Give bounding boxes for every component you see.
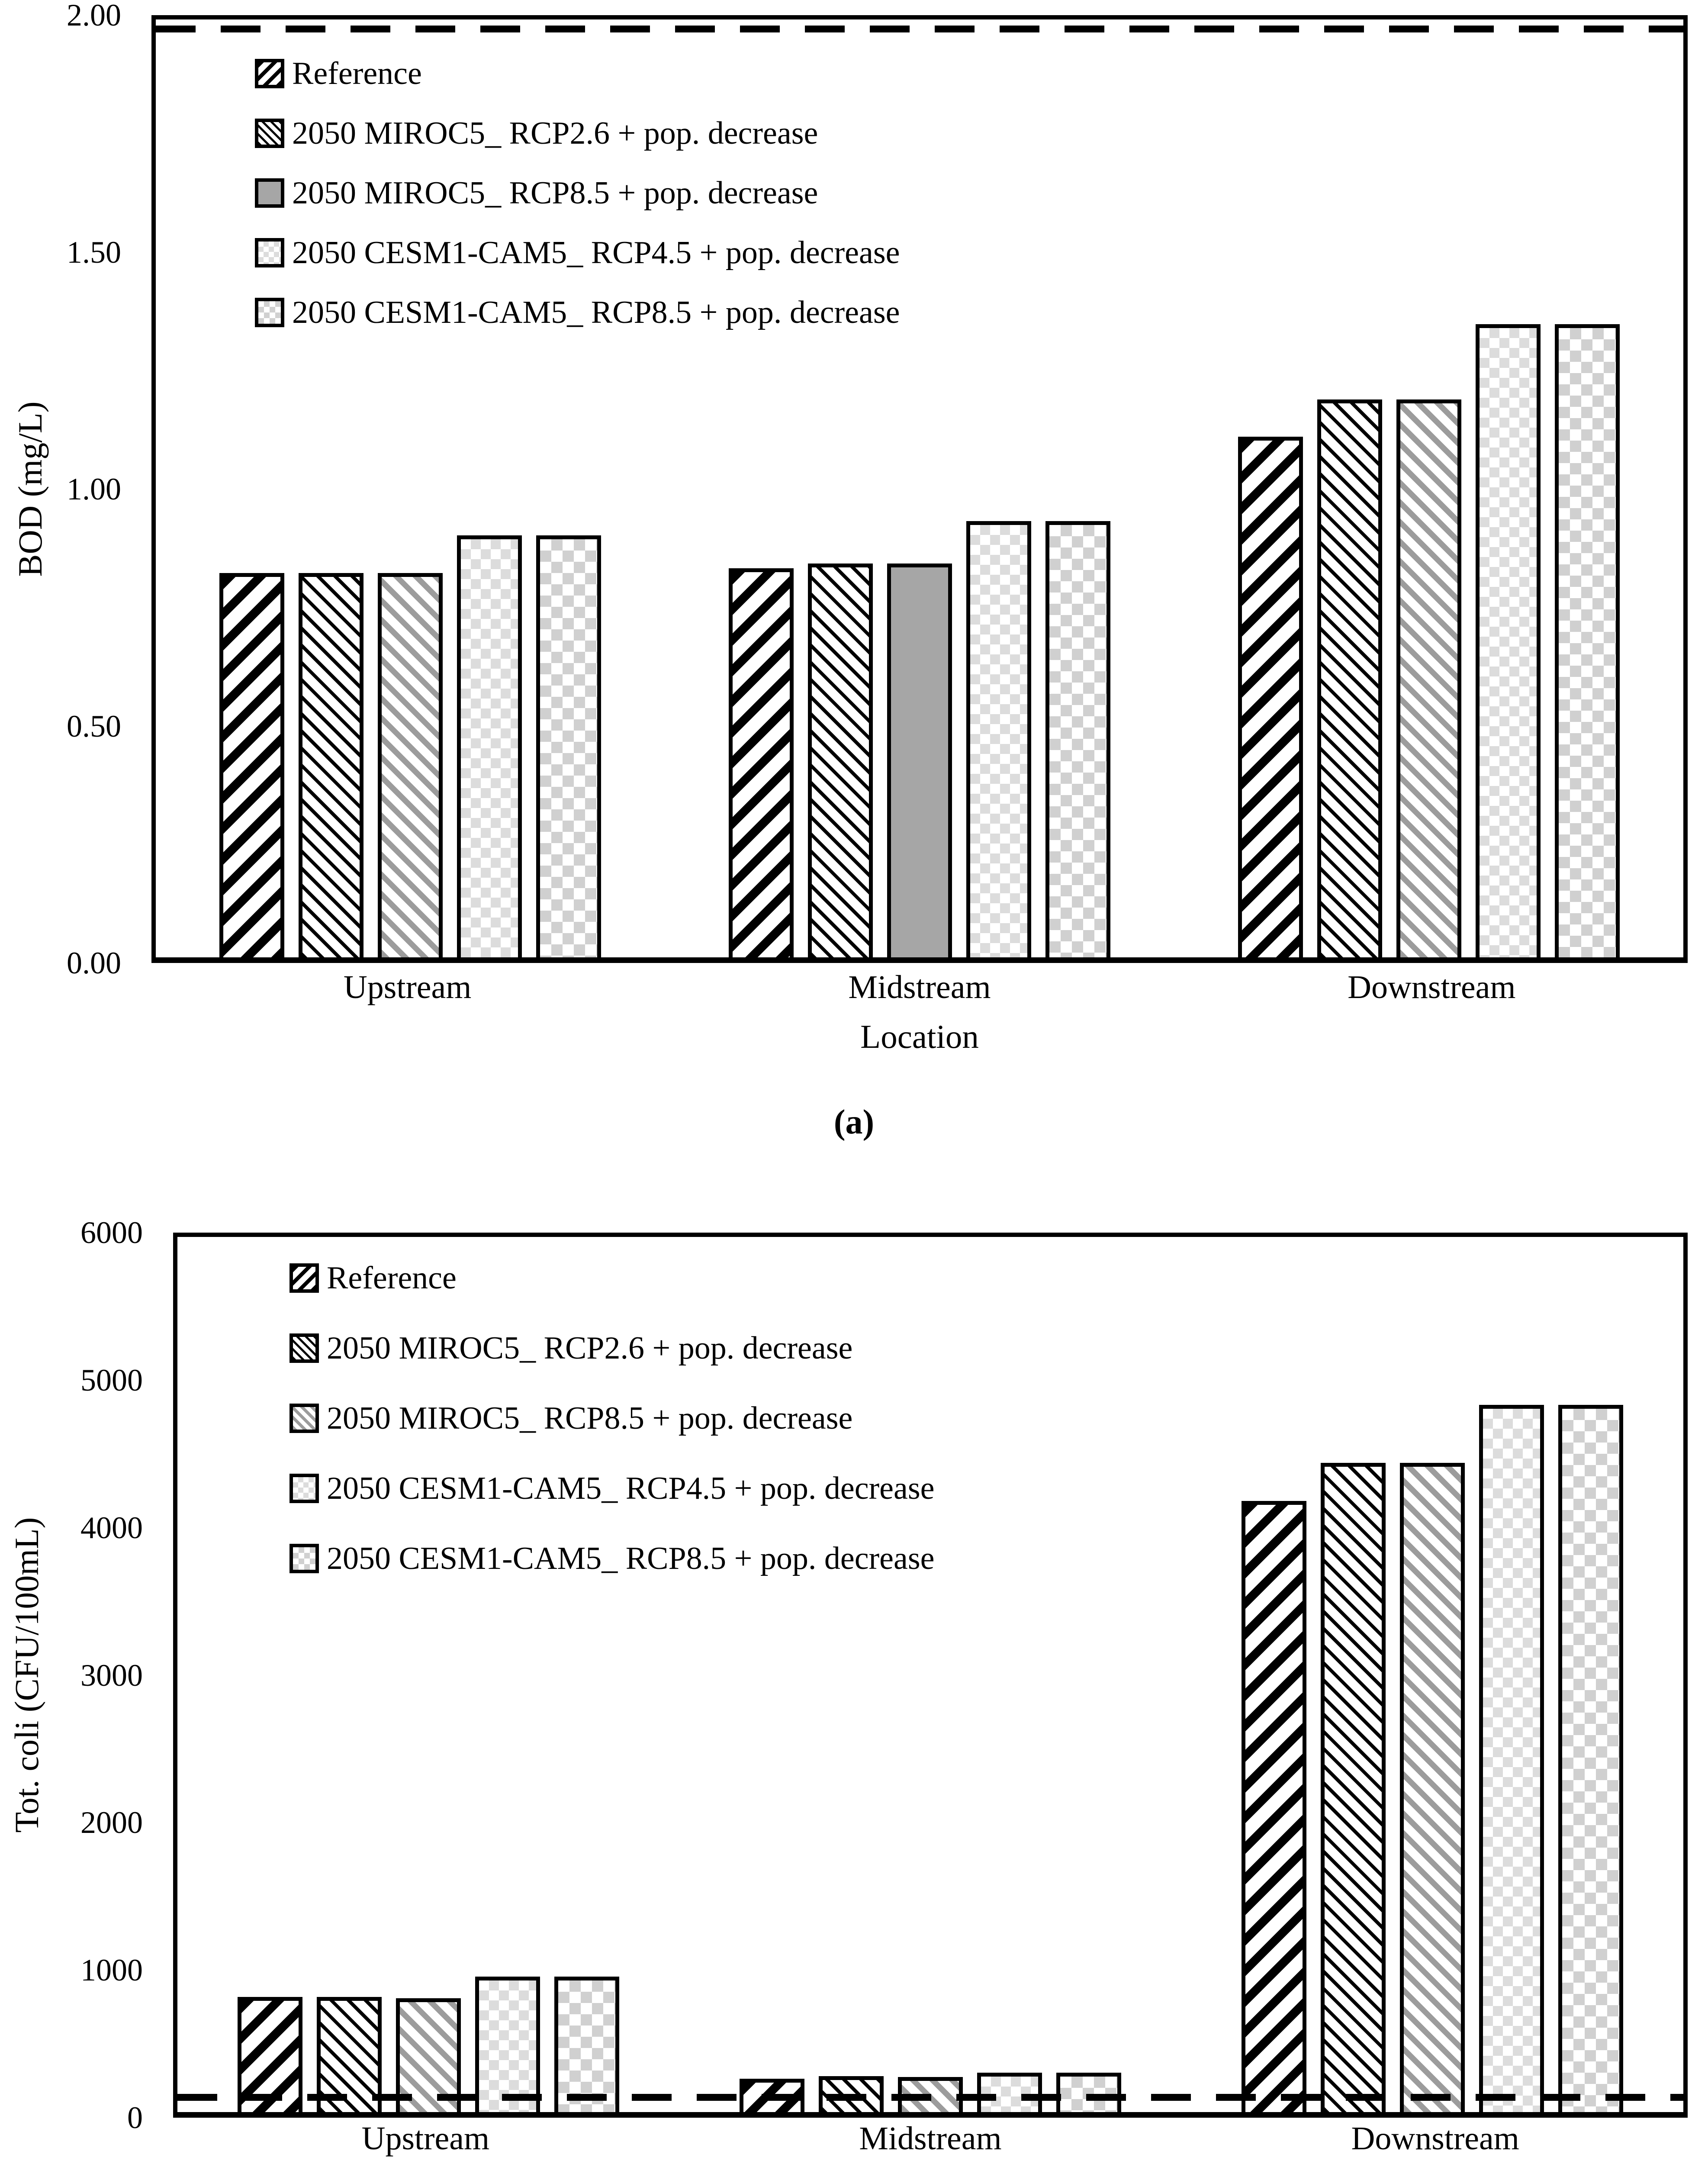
y-tick-label: 6000	[80, 1215, 143, 1250]
legend-swatch	[255, 178, 284, 208]
bar-group-downstream	[1174, 19, 1683, 957]
legend-item: 2050 CESM1-CAM5_ RCP8.5 + pop. decrease	[289, 1523, 935, 1594]
bar-midstream-series-2	[808, 563, 873, 957]
bar-upstream-series-3	[378, 573, 443, 957]
x-category-label: Upstream	[361, 2120, 490, 2157]
bar-groups-totcoli	[177, 1237, 1683, 2112]
subfigure-caption-a: (a)	[833, 1103, 875, 1141]
bar-midstream-series-5	[1056, 2073, 1121, 2112]
bar-midstream-series-5	[1045, 521, 1110, 957]
legend-item: 2050 MIROC5_ RCP8.5 + pop. decrease	[255, 163, 900, 223]
legend-label: Reference	[292, 56, 422, 91]
legend-swatch	[255, 59, 284, 88]
bar-downstream-series-5	[1558, 1404, 1623, 2112]
legend-item: 2050 MIROC5_ RCP2.6 + pop. decrease	[289, 1313, 935, 1383]
bar-downstream-series-4	[1475, 324, 1541, 957]
bar-group-downstream	[1181, 1237, 1683, 2112]
bar-group-upstream	[156, 19, 665, 957]
legend-swatch	[289, 1263, 319, 1293]
bar-groups-bod	[156, 19, 1683, 957]
legend-label: 2050 MIROC5_ RCP2.6 + pop. decrease	[327, 1330, 853, 1366]
legend-item: 2050 CESM1-CAM5_ RCP4.5 + pop. decrease	[289, 1453, 935, 1523]
y-tick-label: 1000	[80, 1953, 143, 1988]
bar-upstream-series-1	[238, 1997, 302, 2112]
bar-midstream-series-4	[966, 521, 1031, 957]
x-axis-title-bod: Location	[860, 1018, 979, 1055]
legend-swatch	[255, 238, 284, 267]
legend-swatch	[255, 119, 284, 148]
bar-upstream-series-4	[457, 535, 522, 957]
y-tick-label: 4000	[80, 1510, 143, 1545]
x-category-label: Upstream	[343, 969, 472, 1005]
y-tick-label: 0.00	[67, 946, 121, 980]
bar-downstream-series-5	[1554, 324, 1620, 957]
legend-item: 2050 MIROC5_ RCP8.5 + pop. decrease	[289, 1383, 935, 1453]
legend-bod: Reference 2050 MIROC5_ RCP2.6 + pop. decr…	[255, 44, 900, 342]
plot-area-bod: Reference 2050 MIROC5_ RCP2.6 + pop. decr…	[151, 15, 1688, 963]
legend-label: 2050 MIROC5_ RCP2.6 + pop. decrease	[292, 116, 818, 151]
legend-label: 2050 MIROC5_ RCP8.5 + pop. decrease	[292, 175, 818, 211]
plot-area-totcoli: Reference 2050 MIROC5_ RCP2.6 + pop. decr…	[173, 1233, 1688, 2118]
bar-midstream-series-3	[887, 563, 952, 957]
bar-downstream-series-2	[1317, 399, 1382, 957]
bar-downstream-series-1	[1238, 437, 1303, 957]
legend-item: Reference	[255, 44, 900, 103]
legend-item: 2050 MIROC5_ RCP2.6 + pop. decrease	[255, 103, 900, 163]
bar-upstream-series-2	[299, 573, 364, 957]
y-axis-ticks-totcoli: 0 1000 2000 3000 4000 5000 6000	[0, 1217, 156, 2133]
x-category-labels-bod: Upstream Midstream Downstream	[151, 969, 1688, 1006]
legend-swatch	[289, 1544, 319, 1573]
bar-upstream-series-2	[317, 1997, 382, 2112]
x-category-label: Downstream	[1348, 969, 1516, 1005]
legend-swatch	[289, 1404, 319, 1433]
y-tick-label: 0.50	[67, 708, 121, 744]
legend-item: 2050 CESM1-CAM5_ RCP8.5 + pop. decrease	[255, 283, 900, 342]
legend-item: Reference	[289, 1243, 935, 1313]
x-category-labels-totcoli: Upstream Midstream Downstream	[173, 2120, 1688, 2157]
y-tick-label: 1.50	[67, 235, 121, 270]
bar-downstream-series-4	[1479, 1404, 1544, 2112]
bar-midstream-series-1	[729, 568, 794, 957]
legend-swatch	[289, 1474, 319, 1503]
x-category-label: Midstream	[848, 969, 991, 1005]
bar-downstream-series-1	[1242, 1501, 1306, 2112]
bar-downstream-series-3	[1400, 1463, 1465, 2112]
bar-midstream-series-4	[977, 2073, 1042, 2112]
dashed-guideline-bod	[156, 25, 1683, 32]
bar-downstream-series-3	[1396, 399, 1461, 957]
y-tick-label: 5000	[80, 1362, 143, 1398]
legend-swatch	[255, 298, 284, 327]
x-axis-title-totcoli: Location	[173, 2159, 1688, 2164]
bar-group-midstream	[665, 19, 1174, 957]
y-tick-label: 3000	[80, 1658, 143, 1693]
y-axis-ticks-bod: 0.00 0.50 1.00 1.50 2.00	[0, 0, 134, 979]
bar-upstream-series-3	[396, 1998, 461, 2112]
legend-label: 2050 CESM1-CAM5_ RCP8.5 + pop. decrease	[292, 295, 900, 330]
bar-upstream-series-1	[219, 573, 285, 957]
bar-upstream-series-4	[475, 1976, 540, 2112]
legend-label: 2050 CESM1-CAM5_ RCP4.5 + pop. decrease	[327, 1471, 935, 1506]
dashed-guideline-totcoli	[177, 2094, 1683, 2101]
legend-label: Reference	[327, 1260, 457, 1296]
y-tick-label: 2.00	[67, 0, 121, 32]
legend-swatch	[289, 1333, 319, 1363]
legend-totcoli: Reference 2050 MIROC5_ RCP2.6 + pop. decr…	[289, 1243, 935, 1594]
y-tick-label: 0	[127, 2100, 143, 2135]
bar-downstream-series-2	[1321, 1463, 1386, 2112]
legend-label: 2050 MIROC5_ RCP8.5 + pop. decrease	[327, 1401, 853, 1436]
legend-item: 2050 CESM1-CAM5_ RCP4.5 + pop. decrease	[255, 223, 900, 283]
x-category-label: Downstream	[1351, 2120, 1519, 2157]
legend-label: 2050 CESM1-CAM5_ RCP8.5 + pop. decrease	[327, 1541, 935, 1576]
bar-upstream-series-5	[536, 535, 601, 957]
legend-label: 2050 CESM1-CAM5_ RCP4.5 + pop. decrease	[292, 235, 900, 270]
bar-upstream-series-5	[554, 1976, 619, 2112]
y-tick-label: 1.00	[67, 472, 121, 506]
bar-group-upstream	[177, 1237, 679, 2112]
x-category-label: Midstream	[859, 2120, 1002, 2157]
y-tick-label: 2000	[80, 1805, 143, 1840]
